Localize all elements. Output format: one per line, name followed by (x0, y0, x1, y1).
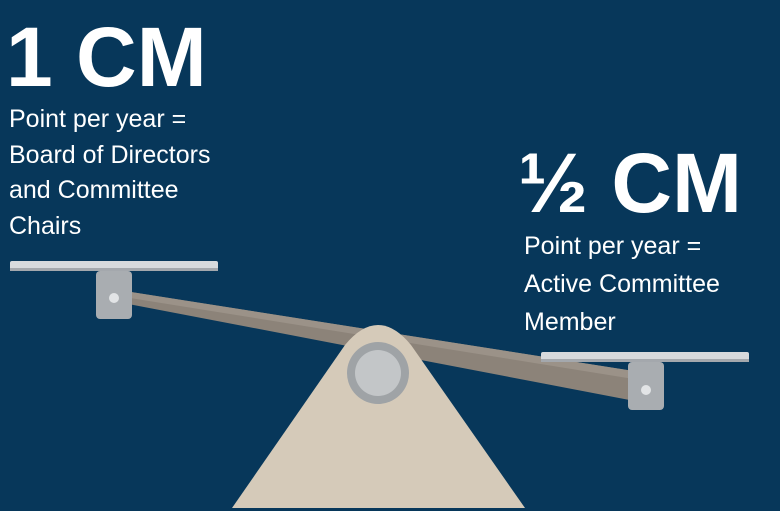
left-plate (10, 261, 218, 270)
left-line: Board of Directors (9, 141, 210, 169)
right-heading: ½ CM (518, 136, 742, 230)
left-line: Point per year = (9, 105, 186, 133)
fulcrum (232, 325, 525, 508)
right-line: Active Committee (524, 270, 720, 298)
hub-inner (355, 350, 401, 396)
left-pin (109, 293, 119, 303)
right-pin (641, 385, 651, 395)
right-plate-edge (541, 359, 749, 362)
right-line: Point per year = (524, 232, 701, 260)
right-plate (541, 352, 749, 361)
left-line: Chairs (9, 212, 81, 240)
left-plate-edge (10, 268, 218, 271)
left-heading: 1 CM (6, 10, 207, 104)
right-line: Member (524, 308, 616, 336)
left-line: and Committee (9, 176, 179, 204)
